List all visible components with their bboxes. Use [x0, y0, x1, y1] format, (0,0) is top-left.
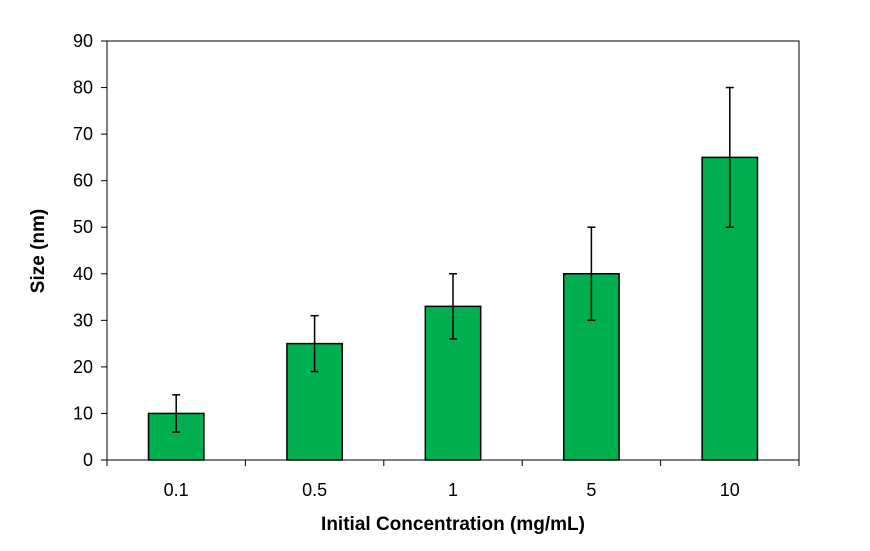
- y-axis: 0 10 20 30 40 50 60 70 80 90: [73, 31, 107, 470]
- error-bar-0.5: [310, 314, 319, 373]
- y-tick-label: 0: [83, 450, 93, 470]
- x-axis-title: Initial Concentration (mg/mL): [321, 514, 585, 535]
- error-bar-5: [587, 226, 596, 322]
- x-tick-label: 10: [720, 480, 740, 500]
- error-bars: [172, 86, 734, 433]
- bar-0.5: [286, 342, 344, 461]
- y-tick-label: 20: [73, 357, 93, 377]
- y-tick-label: 50: [73, 217, 93, 237]
- y-tick-label: 40: [73, 264, 93, 284]
- error-bar-1: [449, 273, 457, 340]
- error-bar-10: [725, 86, 734, 228]
- error-bar-0.1: [172, 394, 181, 433]
- y-tick-label: 90: [73, 31, 93, 51]
- y-tick-label: 10: [73, 403, 93, 423]
- x-tick-label: 0.5: [302, 480, 327, 500]
- x-tick-label: 1: [448, 480, 458, 500]
- y-tick-label: 60: [73, 171, 93, 191]
- y-tick-label: 80: [73, 78, 93, 98]
- x-axis: 0.1 0.5 1 5 10: [106, 460, 800, 500]
- y-axis-title: Size (nm): [28, 209, 49, 293]
- y-tick-label: 70: [73, 124, 93, 144]
- x-tick-label: 0.1: [164, 480, 189, 500]
- x-tick-label: 5: [586, 480, 596, 500]
- y-tick-label: 30: [73, 310, 93, 330]
